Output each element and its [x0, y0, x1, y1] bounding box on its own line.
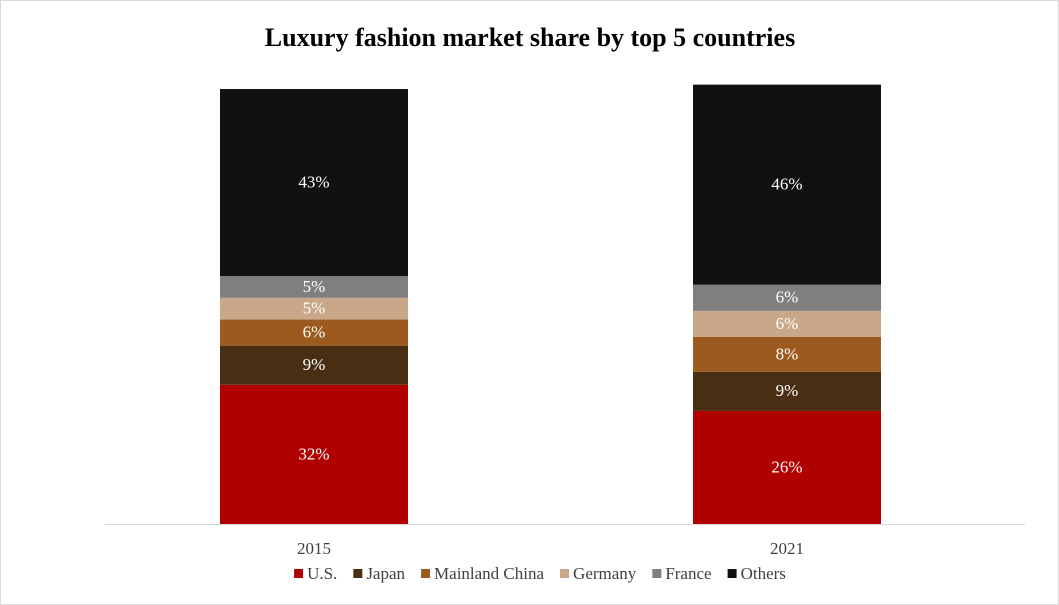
legend-swatch [652, 569, 662, 578]
chart-title: Luxury fashion market share by top 5 cou… [265, 23, 795, 52]
legend-label: France [665, 564, 711, 583]
bar-segment [220, 89, 408, 277]
bar-segment [220, 297, 408, 320]
legend-swatch [294, 569, 304, 578]
legend-swatch [727, 569, 737, 578]
legend-label: U.S. [307, 564, 337, 583]
bar-segment [693, 371, 881, 411]
bar-segment [693, 84, 881, 285]
data-label: 6% [303, 323, 326, 342]
data-label: 26% [771, 457, 802, 476]
bar-segment [220, 319, 408, 346]
bar-segment [693, 284, 881, 311]
data-label: 8% [776, 344, 799, 363]
bar-segment [220, 345, 408, 385]
data-label: 46% [771, 175, 802, 194]
x-tick-label: 2021 [770, 539, 804, 558]
bar-segment [693, 410, 881, 524]
legend-swatch [353, 569, 363, 578]
data-label: 5% [303, 277, 326, 296]
bar-segment [693, 310, 881, 337]
data-label: 6% [776, 314, 799, 333]
data-label: 9% [776, 381, 799, 400]
legend-label: Japan [366, 564, 405, 583]
data-label: 9% [303, 355, 326, 374]
legend-label: Mainland China [434, 564, 544, 583]
bar-segment [220, 276, 408, 298]
x-tick-label: 2015 [297, 539, 331, 558]
legend-swatch [560, 569, 570, 578]
data-label: 6% [776, 288, 799, 307]
legend-label: Germany [573, 564, 637, 583]
legend-swatch [421, 569, 431, 578]
data-label: 5% [303, 299, 326, 318]
legend-label: Others [741, 564, 786, 583]
bar-segment [693, 336, 881, 372]
data-label: 43% [298, 172, 329, 191]
bar-segment [220, 384, 408, 524]
data-label: 32% [298, 444, 329, 463]
